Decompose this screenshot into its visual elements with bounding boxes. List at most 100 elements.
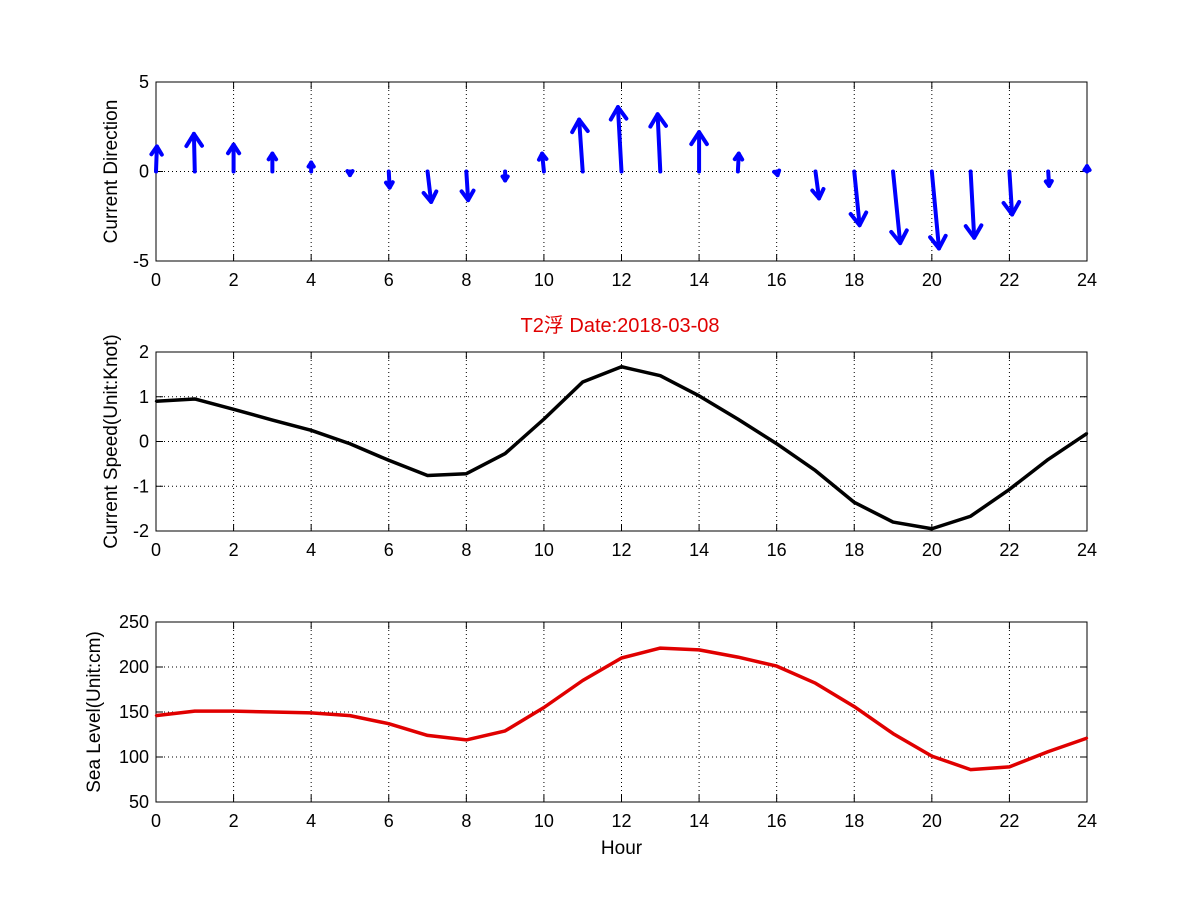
- arrow-head: [648, 112, 668, 129]
- x-tick-label: 22: [999, 540, 1019, 560]
- x-tick-label: 4: [306, 811, 316, 831]
- x-tick-label: 0: [151, 811, 161, 831]
- x-tick-label: 2: [229, 811, 239, 831]
- current-arrow: [225, 142, 242, 174]
- sealevel-ylabel: Sea Level(Unit:cm): [84, 631, 105, 793]
- speed-data-point: [736, 417, 740, 421]
- sealevel-data-point: [503, 729, 507, 733]
- speed-data-point: [271, 418, 274, 422]
- sealevel-data-point: [348, 714, 352, 717]
- x-tick-label: 24: [1077, 540, 1097, 560]
- y-tick-label: 1: [139, 387, 149, 407]
- speed-data-point: [581, 380, 584, 384]
- x-tick-label: 16: [767, 811, 787, 831]
- current-arrow: [384, 169, 395, 190]
- current-arrow: [184, 131, 204, 174]
- current-arrow: [1001, 169, 1022, 217]
- x-tick-label: 0: [151, 270, 161, 290]
- x-tick-label: 22: [999, 811, 1019, 831]
- arrow-head: [570, 117, 590, 135]
- x-tick-label: 20: [922, 811, 942, 831]
- y-tick-label: -5: [133, 251, 149, 271]
- sealevel-data-point: [853, 705, 856, 708]
- arrow-shaft: [655, 112, 663, 174]
- arrow-shaft: [577, 117, 585, 174]
- sealevel-data-point: [891, 732, 895, 735]
- x-tick-label: 10: [534, 270, 554, 290]
- arrow-head: [421, 189, 439, 204]
- speed-data-point: [503, 452, 507, 455]
- y-tick-label: 100: [119, 747, 149, 767]
- speed-data-point: [309, 429, 313, 432]
- x-tick-label: 6: [384, 540, 394, 560]
- speed-data-point: [697, 394, 701, 398]
- sealevel-data-point: [1008, 765, 1011, 769]
- current-arrow: [772, 168, 782, 178]
- speed-data-point: [775, 442, 778, 445]
- sealevel-data-point: [193, 709, 196, 713]
- arrow-head: [1001, 199, 1022, 217]
- arrow-shaft: [191, 131, 197, 174]
- arrow-head: [772, 168, 782, 178]
- current-arrow: [732, 151, 745, 174]
- y-tick-label: 150: [119, 702, 149, 722]
- y-tick-label: -1: [133, 476, 149, 496]
- y-tick-label: 50: [129, 792, 149, 812]
- sealevel-data-point: [542, 706, 546, 709]
- x-tick-label: 8: [461, 811, 471, 831]
- direction-ylabel: Current Direction: [101, 100, 122, 244]
- arrow-head: [810, 187, 826, 201]
- arrow-head: [963, 223, 984, 240]
- speed-data-point: [969, 515, 972, 518]
- arrow-head: [1043, 179, 1054, 188]
- current-arrow: [459, 169, 476, 203]
- sealevel-data-point: [736, 655, 740, 659]
- speed-data-point: [387, 459, 390, 462]
- x-tick-label: 22: [999, 270, 1019, 290]
- x-tick-label: 16: [767, 540, 787, 560]
- arrow-head: [608, 105, 629, 122]
- arrow-head: [266, 151, 279, 162]
- y-tick-label: 5: [139, 72, 149, 92]
- y-tick-label: 0: [139, 162, 149, 182]
- speed-data-point: [193, 397, 196, 401]
- current-arrow: [266, 151, 279, 174]
- current-arrow: [1043, 169, 1054, 188]
- x-tick-label: 10: [534, 540, 554, 560]
- arrow-head: [1082, 164, 1092, 173]
- sealevel-data-point: [814, 682, 817, 685]
- x-tick-label: 14: [689, 540, 709, 560]
- current-arrow: [648, 112, 668, 174]
- x-tick-label: 20: [922, 540, 942, 560]
- sealevel-data-point: [775, 664, 778, 668]
- current-arrow: [963, 169, 984, 240]
- x-tick-label: 8: [461, 270, 471, 290]
- speed-data-point: [542, 417, 546, 421]
- arrow-shaft: [1007, 169, 1015, 217]
- speed-data-point: [659, 374, 662, 377]
- arrow-head: [149, 144, 164, 157]
- current-arrow: [889, 169, 909, 246]
- sealevel-data-point: [659, 646, 662, 650]
- sealevel-data-point: [620, 656, 623, 660]
- speed-data-point: [853, 501, 856, 504]
- x-tick-label: 10: [534, 811, 554, 831]
- x-tick-label: 14: [689, 811, 709, 831]
- arrow-head: [928, 233, 948, 251]
- sealevel-data-point: [1047, 750, 1050, 753]
- sealevel-data-point: [154, 714, 158, 717]
- arrow-head: [500, 174, 510, 183]
- speed-data-point: [814, 469, 817, 472]
- arrow-shaft: [464, 169, 471, 203]
- x-tick-label: 12: [611, 811, 631, 831]
- current-arrow: [1082, 164, 1092, 174]
- speed-data-point: [348, 442, 352, 445]
- sealevel-data-point: [581, 679, 584, 682]
- sealevel-data-point: [309, 711, 313, 715]
- sealevel-data-point: [426, 734, 429, 737]
- current-arrow: [848, 169, 869, 228]
- arrow-shaft: [154, 144, 159, 174]
